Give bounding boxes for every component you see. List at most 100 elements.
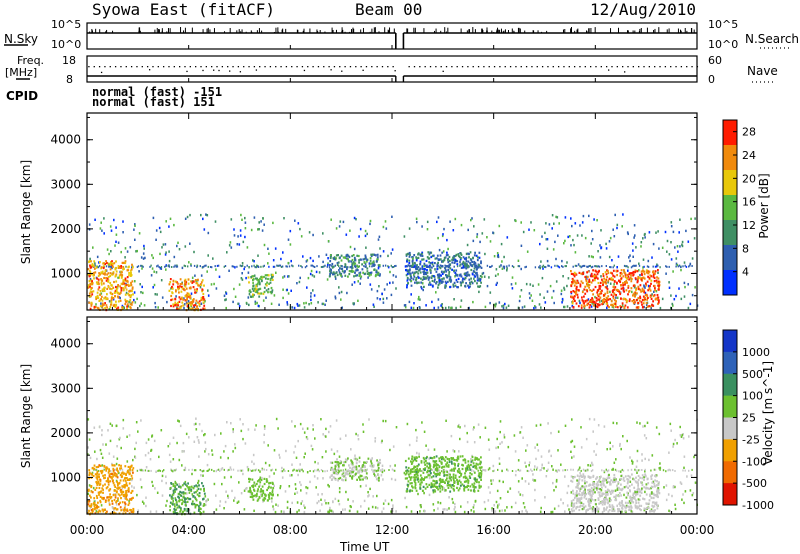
echo-cell — [645, 282, 647, 285]
scatter-cell — [531, 299, 534, 302]
scatter-cell — [287, 238, 290, 241]
band-cell — [581, 265, 583, 268]
echo-cell — [193, 502, 196, 506]
echo-cell — [199, 488, 202, 491]
scatter-cell — [643, 434, 646, 437]
power-data-cells — [87, 213, 699, 312]
echo-cell — [124, 303, 127, 306]
echo-cell — [202, 504, 205, 507]
echo-cell — [419, 271, 422, 274]
scatter-cell — [302, 427, 304, 430]
scatter-cell — [682, 493, 684, 496]
scatter-cell — [145, 441, 148, 445]
echo-cell — [365, 477, 368, 480]
echo-cell — [465, 256, 468, 259]
scatter-cell — [555, 478, 558, 482]
echo-cell — [112, 467, 115, 470]
scatter-cell — [282, 276, 284, 279]
scatter-cell — [137, 509, 140, 512]
echo-cell — [570, 272, 573, 275]
echo-cell — [439, 254, 442, 257]
freq-point — [606, 66, 608, 68]
scatter-cell — [260, 493, 262, 496]
scatter-cell — [370, 273, 372, 276]
scatter-cell — [575, 506, 578, 509]
freq-point — [579, 66, 581, 68]
band-cell — [459, 264, 461, 267]
echo-cell — [652, 295, 655, 298]
echo-cell — [258, 283, 261, 286]
scatter-cell — [134, 447, 136, 451]
echo-cell — [183, 509, 186, 512]
echo-cell — [410, 264, 413, 267]
echo-cell — [344, 256, 347, 260]
echo-cell — [112, 475, 114, 478]
echo-cell — [106, 277, 109, 280]
band-cell — [611, 468, 613, 471]
band-cell — [280, 470, 283, 473]
band-cell — [685, 265, 688, 268]
band-cell — [324, 264, 326, 267]
freq-point — [638, 66, 640, 68]
echo-cell — [188, 294, 190, 297]
echo-cell — [250, 276, 253, 279]
scatter-cell — [225, 292, 228, 295]
scatter-cell — [690, 474, 693, 477]
echo-cell — [94, 508, 96, 511]
echo-cell — [101, 270, 104, 273]
band-cell — [659, 266, 661, 269]
scatter-cell — [244, 487, 247, 491]
scatter-cell — [314, 437, 316, 440]
band-cell — [659, 468, 661, 471]
echo-cell — [404, 265, 407, 268]
scatter-cell — [181, 464, 183, 467]
echo-cell — [91, 280, 93, 283]
band-cell — [543, 266, 546, 268]
echo-cell — [646, 280, 649, 283]
scatter-cell — [151, 480, 153, 484]
scatter-cell — [328, 485, 330, 488]
scatter-cell — [155, 271, 158, 274]
scatter-cell — [152, 216, 155, 220]
scatter-cell — [196, 264, 199, 267]
echo-cell — [577, 289, 580, 292]
echo-cell — [169, 494, 171, 497]
echo-cell — [198, 484, 200, 487]
scatter-cell — [676, 442, 678, 445]
scatter-cell — [191, 280, 194, 283]
band-cell — [596, 265, 598, 268]
scatter-cell — [546, 259, 549, 263]
scatter-cell — [150, 448, 153, 452]
echo-cell — [125, 489, 128, 493]
scatter-cell — [506, 236, 509, 239]
echo-cell — [423, 267, 426, 271]
freq-point — [184, 66, 186, 68]
echo-cell — [256, 290, 258, 293]
scatter-cell — [655, 484, 658, 487]
echo-cell — [98, 475, 100, 479]
echo-cell — [591, 300, 593, 303]
echo-cell — [88, 280, 91, 283]
scatter-cell — [687, 240, 690, 243]
echo-cell — [463, 272, 466, 275]
band-cell — [440, 470, 443, 473]
scatter-cell — [138, 232, 141, 235]
echo-cell — [114, 305, 117, 309]
echo-cell — [479, 275, 482, 278]
scatter-cell — [453, 508, 456, 511]
echo-cell — [89, 290, 92, 293]
echo-cell — [647, 275, 649, 278]
echo-cell — [112, 494, 115, 497]
scatter-cell — [271, 500, 273, 503]
freq-strip: Freq. [MHz] 18 8 60 0 Nave — [5, 54, 778, 86]
scatter-cell — [583, 306, 586, 309]
scatter-cell — [521, 510, 523, 513]
echo-cell — [475, 268, 478, 271]
scatter-cell — [326, 278, 329, 281]
scatter-cell — [337, 499, 340, 503]
scatter-cell — [241, 262, 244, 265]
echo-cell — [120, 276, 123, 279]
echo-cell — [258, 496, 261, 499]
scatter-cell — [560, 289, 563, 292]
scatter-cell — [349, 245, 352, 249]
